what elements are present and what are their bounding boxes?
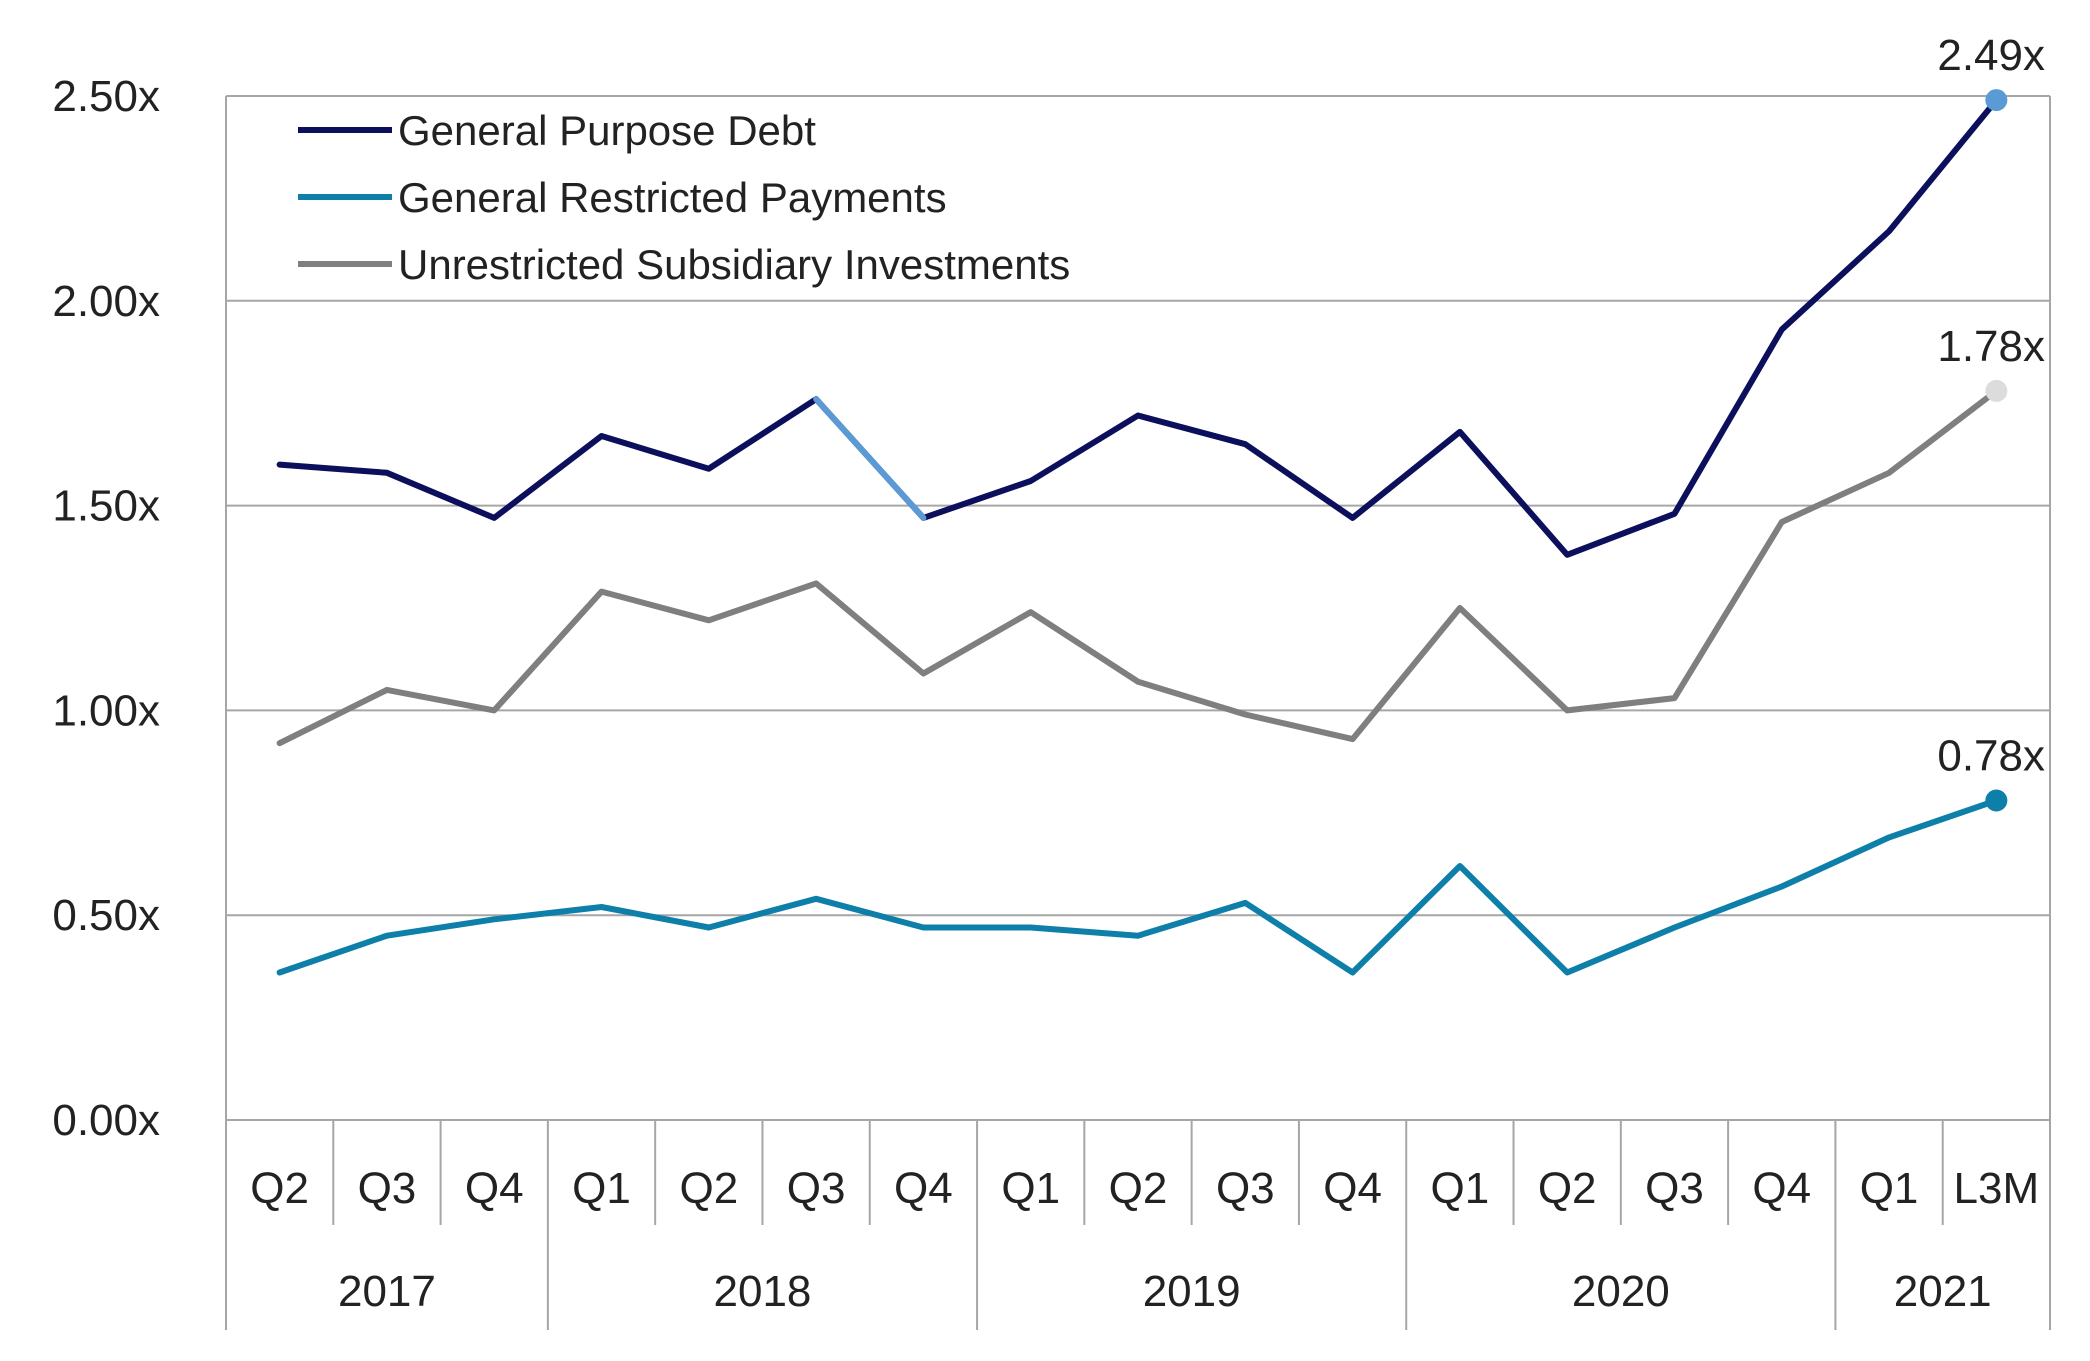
- x-axis-year-groups: 2017 2018 2019 2020 2021: [225, 1225, 2051, 1330]
- end-point-marker: [1985, 379, 2008, 402]
- y-tick-label: 1.00x: [52, 686, 160, 735]
- highlighted-segment: [813, 396, 927, 521]
- year-label: 2019: [1143, 1267, 1241, 1316]
- y-axis-ticks: 0.00x 0.50x 1.00x 1.50x 2.00x 2.50x: [52, 72, 160, 1145]
- x-tick-label: Q2: [679, 1164, 738, 1213]
- end-point-marker: [1985, 789, 2008, 812]
- series-line: [276, 797, 2000, 976]
- x-tick-label: Q1: [1001, 1164, 1060, 1213]
- y-tick-label: 0.50x: [52, 891, 160, 940]
- x-tick-label: Q3: [1216, 1164, 1275, 1213]
- series-line: [276, 387, 2000, 747]
- x-tick-label: L3M: [1954, 1164, 2040, 1213]
- x-tick-label: Q4: [1752, 1164, 1811, 1213]
- x-tick-label: Q2: [1109, 1164, 1168, 1213]
- x-tick-label: Q2: [1538, 1164, 1597, 1213]
- x-tick-label: Q4: [1323, 1164, 1382, 1213]
- y-tick-label: 2.50x: [52, 72, 160, 121]
- end-value-label: 1.78x: [1937, 322, 2045, 371]
- end-value-label: 2.49x: [1937, 31, 2045, 80]
- year-label: 2017: [338, 1267, 436, 1316]
- axes: [225, 96, 2051, 1121]
- x-axis-category-ticks: Q2 Q3 Q4 Q1 Q2 Q3 Q4 Q1 Q2 Q3 Q4 Q1 Q2 Q3 Q4 Q1 L3M: [225, 1120, 2051, 1225]
- x-tick-label: Q3: [358, 1164, 417, 1213]
- end-markers: 2.49x 0.78x 1.78x: [1937, 31, 2045, 812]
- legend-label: General Purpose Debt: [398, 107, 816, 154]
- x-tick-label: Q2: [250, 1164, 309, 1213]
- legend: General Purpose Debt General Restricted P…: [298, 107, 1070, 288]
- legend-label: General Restricted Payments: [398, 174, 947, 221]
- x-tick-label: Q4: [894, 1164, 953, 1213]
- y-tick-label: 1.50x: [52, 482, 160, 531]
- y-tick-label: 2.00x: [52, 277, 160, 326]
- x-tick-label: Q1: [572, 1164, 631, 1213]
- year-label: 2020: [1572, 1267, 1670, 1316]
- series-line: [276, 97, 2000, 558]
- series-lines: [276, 97, 2000, 976]
- x-tick-label: Q4: [465, 1164, 524, 1213]
- year-label: 2021: [1894, 1267, 1992, 1316]
- y-tick-label: 0.00x: [52, 1096, 160, 1145]
- x-tick-label: Q3: [787, 1164, 846, 1213]
- x-tick-label: Q3: [1645, 1164, 1704, 1213]
- x-tick-label: Q1: [1431, 1164, 1490, 1213]
- gridlines: [226, 95, 2050, 917]
- year-label: 2018: [714, 1267, 812, 1316]
- x-tick-label: Q1: [1860, 1164, 1919, 1213]
- end-point-marker: [1985, 89, 2008, 112]
- legend-label: Unrestricted Subsidiary Investments: [398, 241, 1070, 288]
- end-value-label: 0.78x: [1937, 732, 2045, 781]
